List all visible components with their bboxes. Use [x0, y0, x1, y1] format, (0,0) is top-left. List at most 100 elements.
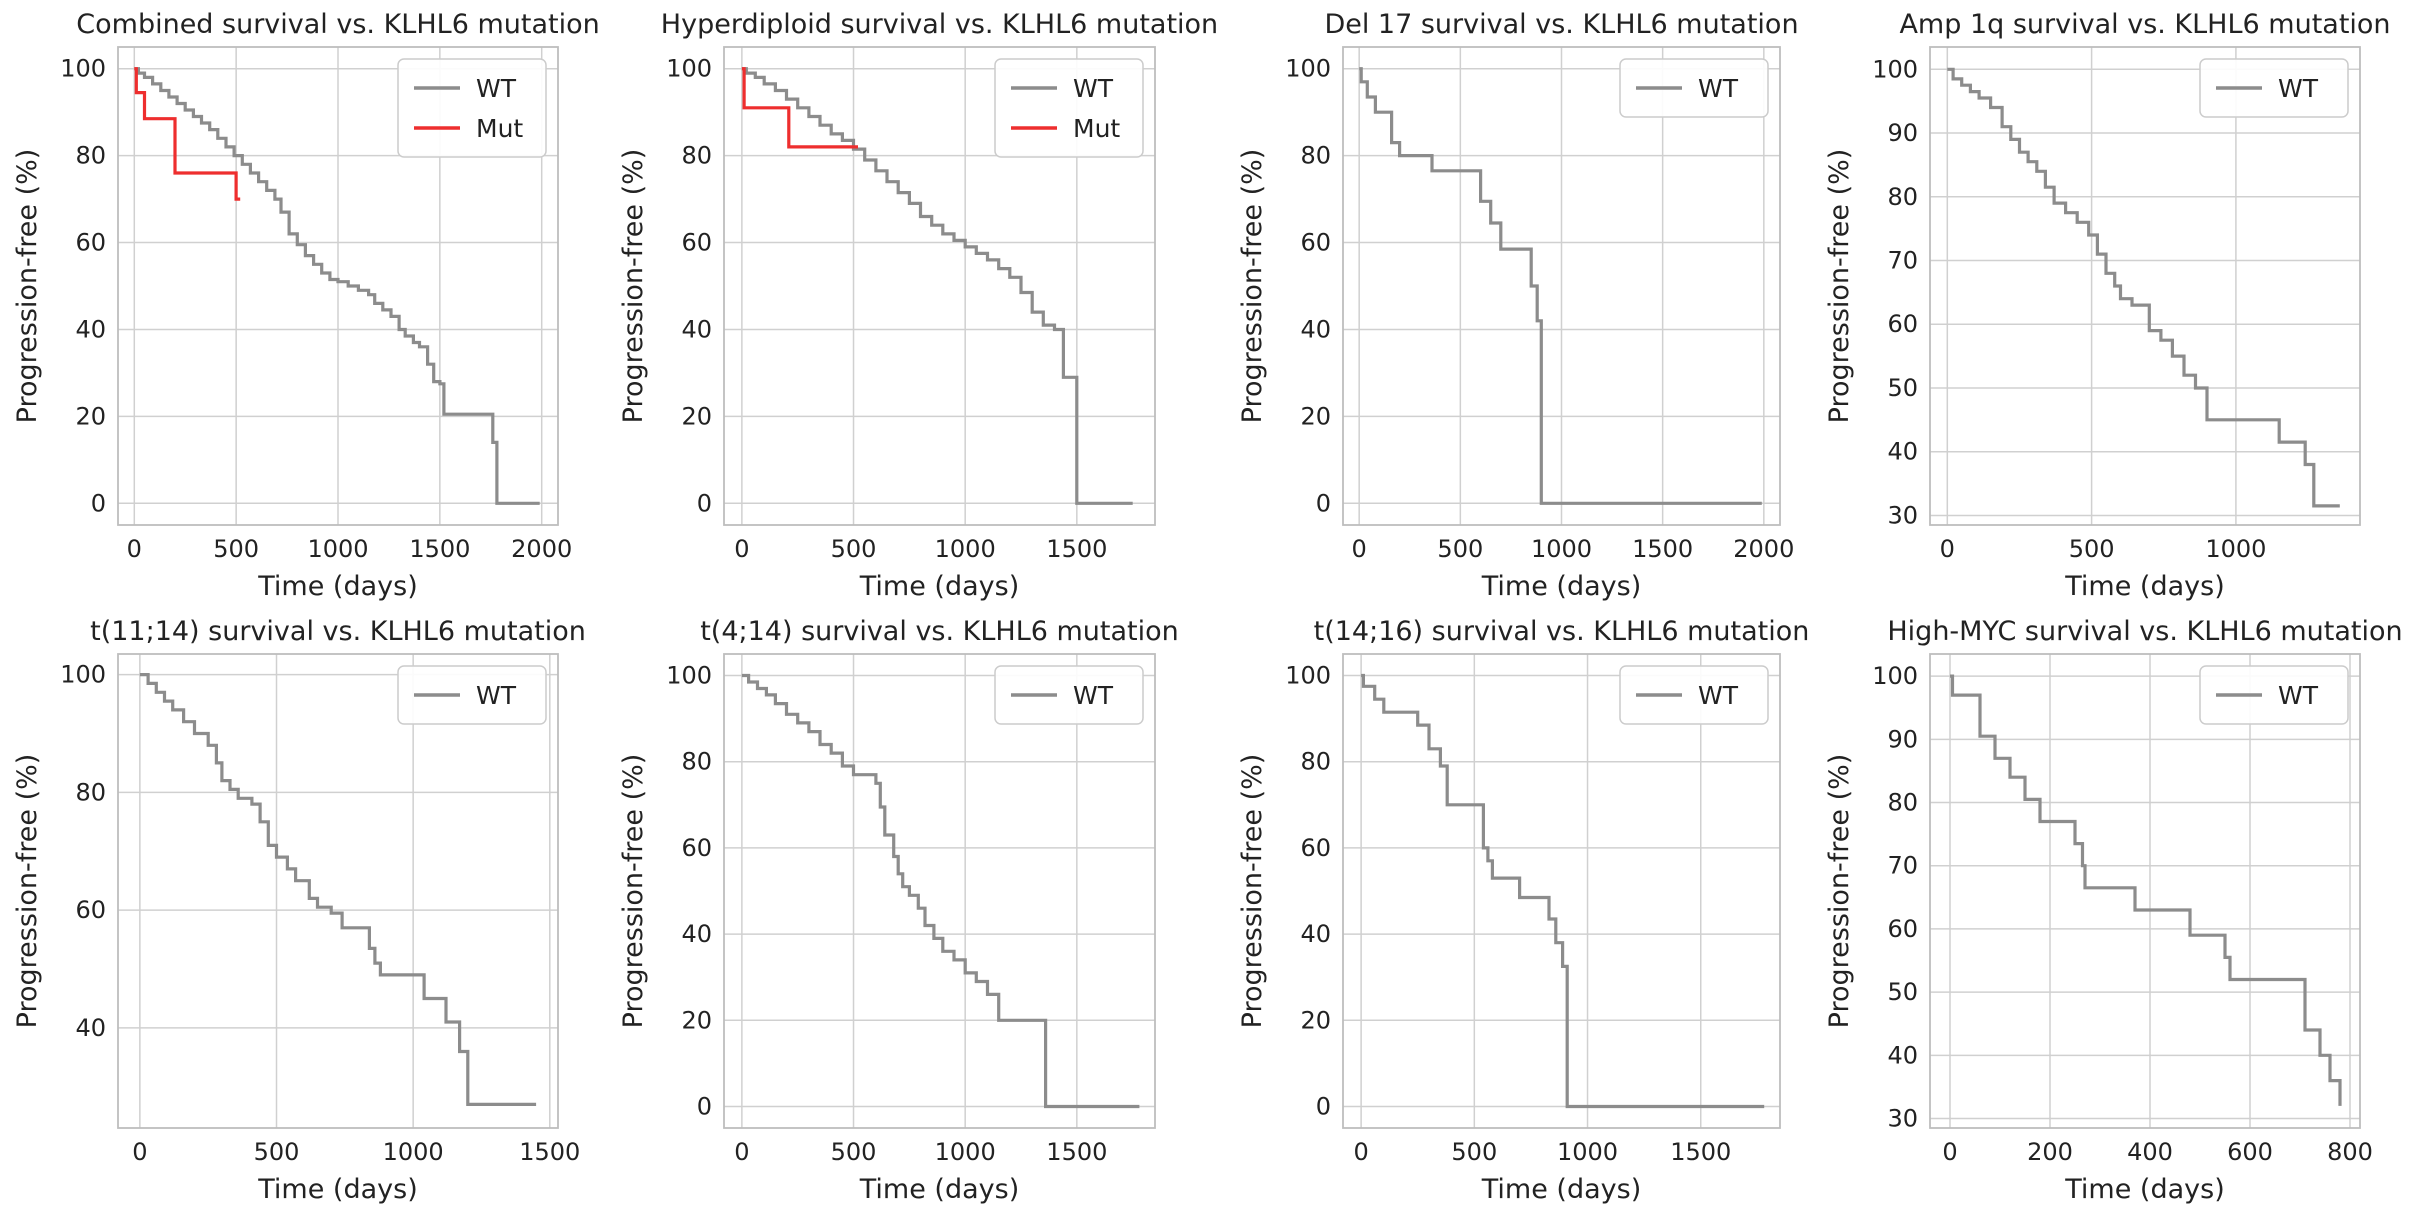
- legend-box: [1619, 665, 1769, 725]
- y-tick-label: 30: [1887, 501, 1918, 529]
- x-axis-label: Time (days): [1481, 1174, 1641, 1205]
- legend-label-mut: Mut: [1073, 114, 1120, 143]
- y-tick-label: 30: [1887, 1105, 1918, 1133]
- x-tick-label: 0: [1352, 535, 1367, 563]
- x-tick-label: 0: [1353, 1138, 1368, 1166]
- chart-title: High-MYC survival vs. KLHL6 mutation: [1887, 616, 2402, 647]
- legend: WT: [1619, 58, 1769, 118]
- x-axis-label: Time (days): [859, 571, 1019, 602]
- legend: WT Mut: [994, 58, 1144, 158]
- series-line-wt: [134, 67, 540, 505]
- y-tick-label: 20: [681, 402, 712, 430]
- x-tick-label: 1000: [935, 535, 996, 563]
- y-axis-label: Progression-free (%): [1237, 149, 1268, 424]
- y-tick-label: 100: [1872, 55, 1918, 83]
- legend-box: [2199, 665, 2349, 725]
- y-axis-label: Progression-free (%): [1237, 754, 1268, 1029]
- plot-area: [118, 654, 558, 1128]
- chart-title: Combined survival vs. KLHL6 mutation: [76, 9, 599, 40]
- x-tick-label: 1500: [409, 535, 470, 563]
- x-tick-label: 0: [1940, 535, 1955, 563]
- x-tick-label: 500: [254, 1138, 300, 1166]
- y-tick-label: 40: [1300, 920, 1331, 948]
- plot-area: [1930, 47, 2360, 525]
- x-tick-label: 1000: [383, 1138, 444, 1166]
- legend-box: [994, 665, 1144, 725]
- series-line-wt: [741, 673, 1140, 1109]
- y-tick-label: 100: [666, 662, 712, 690]
- series-line-mut: [741, 67, 858, 149]
- chart-panel-8: 0 200 400 600 800 30 40 50 60 70 80 90 100 High-MYC s…: [1824, 616, 2403, 1205]
- legend: WT: [2199, 665, 2349, 725]
- y-tick-label: 20: [1300, 1006, 1331, 1034]
- y-tick-label: 0: [697, 1092, 712, 1120]
- x-tick-label: 500: [2069, 535, 2115, 563]
- y-tick-label: 80: [1887, 183, 1918, 211]
- chart-title: Del 17 survival vs. KLHL6 mutation: [1324, 9, 1798, 40]
- y-tick-label: 20: [75, 402, 106, 430]
- chart-title: Amp 1q survival vs. KLHL6 mutation: [1899, 9, 2390, 40]
- plot-area: [724, 654, 1155, 1128]
- y-tick-label: 60: [1887, 915, 1918, 943]
- y-tick-label: 80: [681, 142, 712, 170]
- x-axis-label: Time (days): [257, 1174, 417, 1205]
- x-tick-label: 2000: [1733, 535, 1794, 563]
- legend-label-wt: WT: [2278, 681, 2319, 710]
- y-tick-label: 100: [1285, 55, 1331, 83]
- y-axis-label: Progression-free (%): [1824, 754, 1855, 1029]
- axes-frame: [117, 653, 559, 1129]
- y-tick-label: 50: [1887, 374, 1918, 402]
- x-tick-label: 0: [734, 535, 749, 563]
- y-tick-label: 20: [681, 1006, 712, 1034]
- axes-frame: [1342, 46, 1781, 526]
- legend-label-wt: WT: [2278, 74, 2319, 103]
- x-tick-label: 500: [1437, 535, 1483, 563]
- y-tick-label: 0: [91, 489, 106, 517]
- y-tick-label: 90: [1887, 725, 1918, 753]
- y-tick-label: 60: [681, 834, 712, 862]
- series-line-wt: [1359, 67, 1762, 505]
- series-line-wt: [139, 673, 537, 1106]
- y-tick-label: 70: [1887, 247, 1918, 275]
- axes-frame: [117, 46, 559, 526]
- plot-area: [1343, 654, 1780, 1128]
- axes-frame: [1929, 46, 2361, 526]
- y-tick-label: 60: [75, 896, 106, 924]
- legend-box: [2199, 58, 2349, 118]
- legend: WT: [994, 665, 1144, 725]
- x-tick-label: 0: [127, 535, 142, 563]
- x-tick-label: 0: [1942, 1138, 1957, 1166]
- chart-panel-5: 0 500 1000 1500 40 60 80 100 t(11;14) survival v…: [12, 616, 586, 1205]
- legend-box: [397, 665, 547, 725]
- plot-area: [1930, 654, 2360, 1128]
- series-line-mut: [134, 67, 241, 201]
- y-tick-label: 40: [75, 315, 106, 343]
- y-tick-label: 80: [1300, 748, 1331, 776]
- legend-box: [994, 58, 1144, 158]
- y-tick-label: 40: [75, 1014, 106, 1042]
- axes-frame: [1342, 653, 1781, 1129]
- legend-box: [1619, 58, 1769, 118]
- legend: WT: [397, 665, 547, 725]
- x-axis-label: Time (days): [257, 571, 417, 602]
- chart-title: t(11;14) survival vs. KLHL6 mutation: [90, 616, 586, 647]
- series-line-wt: [1947, 67, 2340, 508]
- legend-label-wt: WT: [476, 74, 517, 103]
- x-axis-label: Time (days): [859, 1174, 1019, 1205]
- axes-frame: [1929, 653, 2361, 1129]
- chart-panel-2: 0 500 1000 1500 0 20 40 60 80 100 Hyperdiploid sur…: [618, 9, 1218, 602]
- x-tick-label: 2000: [511, 535, 572, 563]
- legend: WT: [1619, 665, 1769, 725]
- series-line-wt: [741, 67, 1133, 505]
- legend: WT Mut: [397, 58, 547, 158]
- series-line-wt: [1950, 674, 2342, 1106]
- y-tick-label: 100: [60, 661, 106, 689]
- y-tick-label: 40: [681, 315, 712, 343]
- y-tick-label: 60: [681, 229, 712, 257]
- chart-panel-6: 0 500 1000 1500 0 20 40 60 80 100 t(4;14) survival…: [618, 616, 1179, 1205]
- legend-label-wt: WT: [476, 681, 517, 710]
- x-tick-label: 1000: [307, 535, 368, 563]
- y-tick-label: 100: [60, 55, 106, 83]
- chart-title: Hyperdiploid survival vs. KLHL6 mutation: [661, 9, 1218, 40]
